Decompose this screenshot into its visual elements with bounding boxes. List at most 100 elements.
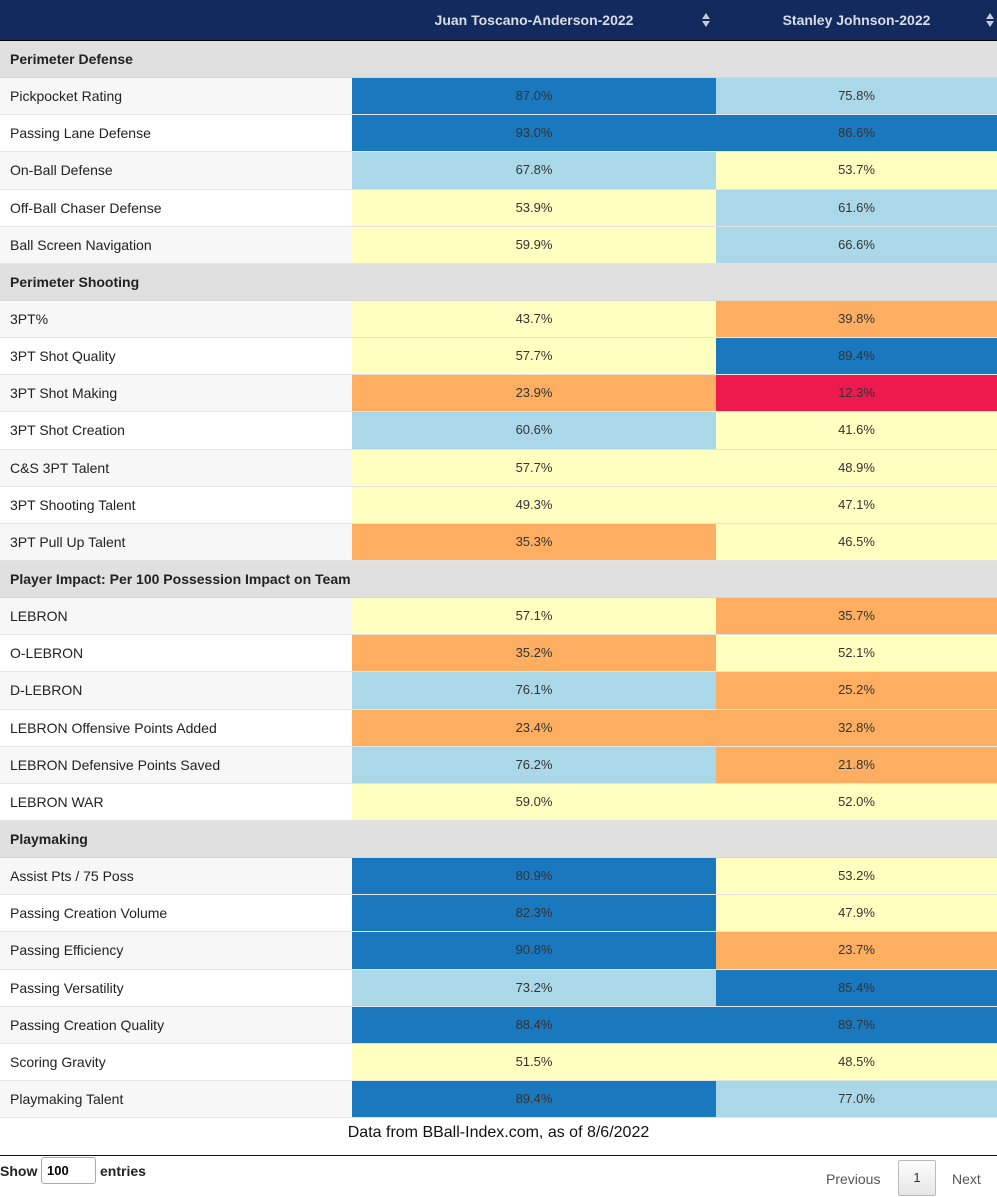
player-2-value-cell: 75.8% [716,78,997,115]
metric-name: On-Ball Defense [0,152,352,189]
table-row: Assist Pts / 75 Poss 80.9% 53.2% [0,858,997,896]
group-label: Perimeter Shooting [10,273,140,290]
player-1-value-cell: 67.8% [352,152,716,189]
table-row: LEBRON Defensive Points Saved 76.2% 21.8% [0,746,997,784]
table-row: LEBRON Offensive Points Added 23.4% 32.8% [0,709,997,747]
entries-label: entries [100,1163,146,1179]
player-1-value-cell: 23.9% [352,375,716,412]
metric-name: C&S 3PT Talent [0,449,352,486]
table-header: Juan Toscano-Anderson-2022 Stanley Johns… [0,0,997,41]
player-1-value-cell: 53.9% [352,189,716,226]
metric-name: 3PT% [0,300,352,338]
table-row: Off-Ball Chaser Defense 53.9% 61.6% [0,189,997,227]
metric-name: 3PT Shot Quality [0,338,352,375]
table-row: 3PT Pull Up Talent 35.3% 46.5% [0,523,997,561]
footer-divider [0,1155,997,1156]
player-1-value-cell: 35.3% [352,523,716,560]
metric-name: Ball Screen Navigation [0,226,352,263]
previous-page-button[interactable]: Previous [826,1171,881,1187]
sort-icon[interactable] [701,12,711,28]
player-1-value-cell: 35.2% [352,635,716,672]
table-row: D-LEBRON 76.1% 25.2% [0,672,997,710]
table-row: Pickpocket Rating 87.0% 75.8% [0,78,997,116]
player-1-value-cell: 76.2% [352,746,716,783]
metric-name: Passing Lane Defense [0,115,352,152]
table-row: Passing Efficiency 90.8% 23.7% [0,932,997,970]
group-label: Playmaking [10,830,88,847]
player-2-value-cell: 52.0% [716,783,997,820]
group-header-row: Perimeter Shooting [0,263,997,301]
player-2-value-cell: 21.8% [716,746,997,783]
sort-icon[interactable] [985,12,995,28]
group-label: Perimeter Defense [10,51,133,67]
player-1-value-cell: 59.0% [352,783,716,820]
table-row: LEBRON WAR 59.0% 52.0% [0,783,997,821]
player-2-value-cell: 89.7% [716,1006,997,1043]
player-2-value-cell: 53.7% [716,152,997,189]
table-row: Passing Versatility 73.2% 85.4% [0,969,997,1007]
table-row: 3PT Shot Creation 60.6% 41.6% [0,412,997,450]
player-1-value-cell: 43.7% [352,300,716,338]
column-header-label: Juan Toscano-Anderson-2022 [434,12,634,28]
column-header-player-2[interactable]: Stanley Johnson-2022 [716,0,997,40]
metric-name: LEBRON WAR [0,783,352,820]
group-header-row: Player Impact: Per 100 Possession Impact… [0,560,997,599]
player-2-value-cell: 47.1% [716,486,997,523]
player-2-value-cell: 23.7% [716,932,997,969]
metric-name: Passing Versatility [0,969,352,1006]
show-label: Show [0,1163,38,1179]
player-2-value-cell: 41.6% [716,412,997,449]
metric-name: Pickpocket Rating [0,78,352,115]
table-row: Scoring Gravity 51.5% 48.5% [0,1043,997,1081]
metric-name: D-LEBRON [0,672,352,709]
player-2-value-cell: 47.9% [716,895,997,932]
metric-name: Off-Ball Chaser Defense [0,189,352,226]
player-2-value-cell: 53.2% [716,858,997,895]
table-row: Passing Lane Defense 93.0% 86.6% [0,115,997,153]
metric-name: LEBRON [0,598,352,635]
entries-per-page-select[interactable] [41,1157,96,1184]
player-2-value-cell: 32.8% [716,709,997,746]
metric-name: Passing Efficiency [0,932,352,969]
player-1-value-cell: 73.2% [352,969,716,1006]
player-1-value-cell: 89.4% [352,1080,716,1118]
table-row: Passing Creation Quality 88.4% 89.7% [0,1006,997,1044]
player-1-value-cell: 80.9% [352,858,716,895]
table-row: Playmaking Talent 89.4% 77.0% [0,1080,997,1119]
player-2-value-cell: 89.4% [716,338,997,375]
table-row: 3PT% 43.7% 39.8% [0,300,997,339]
column-header-label: Stanley Johnson-2022 [782,12,931,28]
stats-table-body: Perimeter Defense Pickpocket Rating 87.0% 7… [0,41,997,1119]
player-2-value-cell: 12.3% [716,375,997,412]
table-row: On-Ball Defense 67.8% 53.7% [0,152,997,190]
player-1-value-cell: 49.3% [352,486,716,523]
table-row: C&S 3PT Talent 57.7% 48.9% [0,449,997,487]
player-1-value-cell: 57.7% [352,338,716,375]
table-row: O-LEBRON 35.2% 52.1% [0,635,997,673]
table-row: 3PT Shooting Talent 49.3% 47.1% [0,486,997,524]
next-page-button[interactable]: Next [952,1171,981,1187]
player-1-value-cell: 60.6% [352,412,716,449]
player-2-value-cell: 77.0% [716,1080,997,1118]
table-row: Ball Screen Navigation 59.9% 66.6% [0,226,997,264]
player-2-value-cell: 85.4% [716,969,997,1006]
page-1-button[interactable]: 1 [898,1160,936,1196]
data-source-caption: Data from BBall-Index.com, as of 8/6/202… [347,1124,650,1141]
player-1-value-cell: 76.1% [352,672,716,709]
group-header-row: Playmaking [0,820,997,859]
metric-name: 3PT Shot Making [0,375,352,412]
player-2-value-cell: 35.7% [716,598,997,635]
metric-name: LEBRON Offensive Points Added [0,709,352,746]
player-2-value-cell: 52.1% [716,635,997,672]
metric-name: Passing Creation Volume [0,895,352,932]
player-1-value-cell: 59.9% [352,226,716,263]
player-2-value-cell: 39.8% [716,300,997,338]
player-1-value-cell: 88.4% [352,1006,716,1043]
column-header-player-1[interactable]: Juan Toscano-Anderson-2022 [352,0,716,40]
metric-name: 3PT Pull Up Talent [0,523,352,560]
player-2-value-cell: 48.5% [716,1043,997,1080]
player-1-value-cell: 87.0% [352,78,716,115]
player-1-value-cell: 93.0% [352,115,716,152]
metric-name: 3PT Shooting Talent [0,486,352,523]
player-1-value-cell: 57.1% [352,598,716,635]
